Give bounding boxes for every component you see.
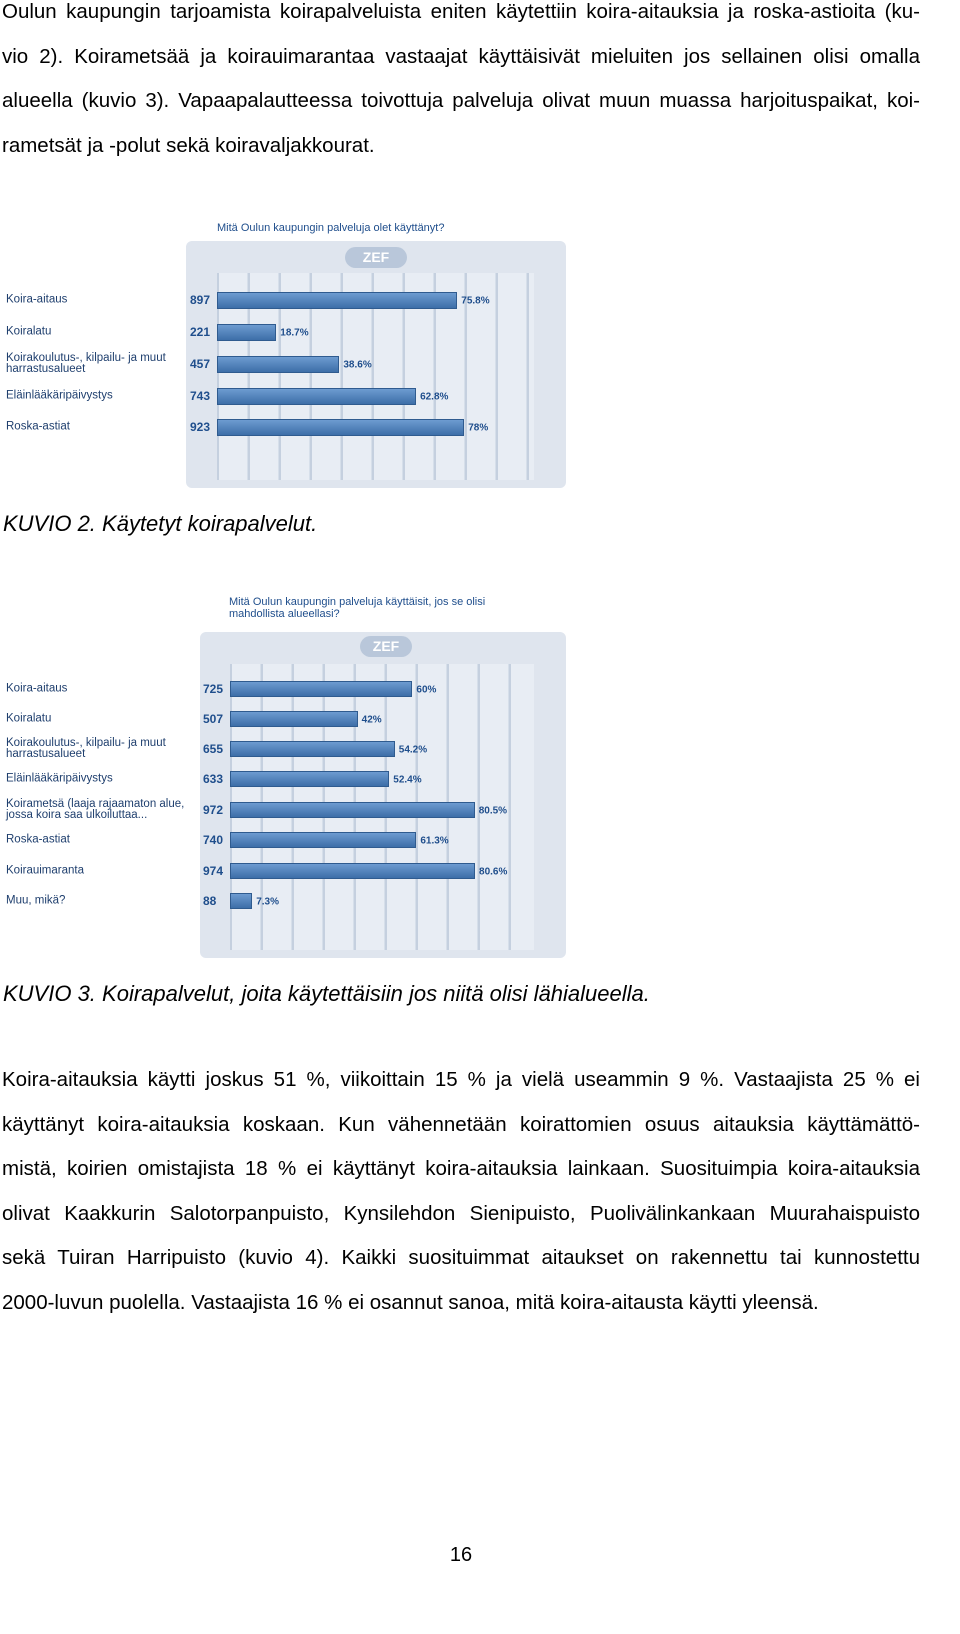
count-label: 974 [203, 864, 224, 878]
bar [230, 802, 475, 818]
page-number: 16 [449, 1544, 473, 1566]
value-label: 62.8% [420, 391, 449, 403]
paragraph-line: vio 2). Koirametsää ja koirauimarantaa v… [2, 44, 920, 68]
bar [217, 418, 465, 436]
category-label: Koirauimaranta [6, 864, 84, 877]
paragraph-line: rametsät ja -polut sekä koiravaljakkoura… [2, 133, 375, 157]
paragraph-line: alueella (kuvio 3). Vapaapalautteessa to… [2, 89, 920, 113]
count-label: 633 [203, 772, 224, 786]
value-label: 18.7% [280, 327, 309, 339]
count-label: 743 [190, 389, 211, 403]
count-label: 507 [203, 712, 224, 726]
category-label: Koirametsä (laaja rajaamaton alue, jossa… [6, 798, 185, 821]
value-label: 7.3% [256, 896, 279, 908]
value-label: 78% [468, 422, 489, 434]
caption: KUVIO 2. Käytetyt koirapalvelut. [3, 511, 318, 536]
bar [230, 711, 358, 727]
value-label: 61.3% [420, 835, 449, 847]
value-label: 52.4% [393, 774, 422, 786]
bar [217, 355, 340, 373]
value-label: 80.5% [478, 805, 508, 817]
category-label: Muu, mikä? [6, 894, 66, 907]
bar [217, 387, 417, 405]
chart-title: Mitä Oulun kaupungin palveluja käyttäisi… [229, 596, 486, 620]
category-label: Roska-astiat [6, 833, 70, 846]
bar [230, 771, 390, 787]
bar [217, 323, 277, 341]
category-label: Koirakoulutus-, kilpailu- ja muut harras… [6, 352, 166, 375]
category-label: Koirakoulutus-, kilpailu- ja muut harras… [6, 737, 166, 760]
count-label: 221 [190, 325, 211, 339]
caption: KUVIO 3. Koirapalvelut, joita käytettäis… [3, 981, 650, 1006]
logo: ZEF [360, 636, 412, 657]
paragraph-line: olivat Kaakkurin Salotorpanpuisto, Kynsi… [2, 1201, 920, 1225]
paragraph-line: sekä Tuiran Harripuisto (kuvio 4). Kaikk… [2, 1246, 920, 1270]
value-label: 42% [361, 714, 382, 726]
count-label: 655 [203, 742, 224, 756]
bar [230, 893, 253, 909]
paragraph-line: Oulun kaupungin tarjoamista koirapalvelu… [2, 0, 920, 23]
category-label: Koiralatu [6, 325, 52, 338]
count-label: 740 [203, 833, 224, 847]
count-label: 972 [203, 803, 224, 817]
count-label: 725 [203, 682, 224, 696]
value-label: 54.2% [398, 744, 428, 756]
category-label: Koira-aitaus [6, 293, 68, 306]
count-label: 457 [190, 357, 211, 371]
chart-title: Mitä Oulun kaupungin palveluja olet käyt… [217, 222, 445, 234]
paragraph-line: 2000-luvun puolella. Vastaajista 16 % ei… [2, 1291, 819, 1314]
bar [230, 832, 417, 848]
value-label: 38.6% [343, 359, 372, 371]
count-label: 88 [203, 894, 217, 908]
paragraph-line: käyttänyt koira-aitauksia koskaan. Kun v… [2, 1112, 920, 1136]
bar [230, 681, 413, 697]
category-label: Eläinlääkäripäivystys [6, 389, 113, 402]
value-label: 80.6% [479, 866, 508, 878]
paragraph-line: Koira-aitauksia käytti joskus 51 %, viik… [2, 1068, 920, 1091]
category-label: Roska-astiat [6, 420, 70, 433]
count-label: 923 [190, 420, 211, 434]
category-label: Koira-aitaus [6, 682, 68, 695]
bar [230, 863, 476, 879]
category-label: Koiralatu [6, 712, 52, 725]
value-label: 60% [416, 684, 437, 696]
category-label: Eläinlääkäripäivystys [6, 772, 113, 785]
bar [230, 741, 395, 757]
value-label: 75.8% [461, 295, 490, 307]
count-label: 897 [190, 293, 211, 307]
logo: ZEF [345, 247, 407, 268]
bar [217, 291, 458, 309]
paragraph-line: mistä, koirien omistajista 18 % ei käytt… [2, 1157, 920, 1181]
